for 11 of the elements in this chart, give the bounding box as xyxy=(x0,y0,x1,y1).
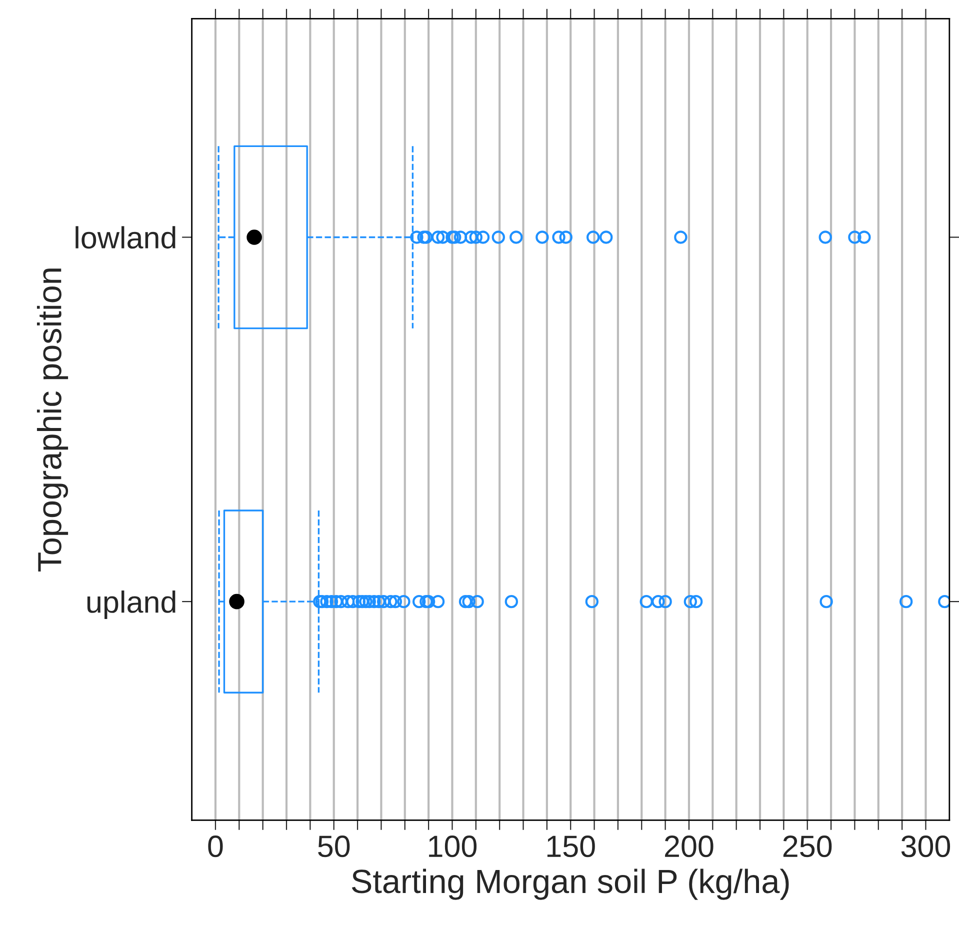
y-tick-label: upland xyxy=(87,590,176,619)
y-axis-title: Topographic position xyxy=(36,268,68,572)
x-tick-label: 300 xyxy=(901,836,950,858)
x-tick-label: 200 xyxy=(665,836,714,858)
y-tick-label: lowland xyxy=(76,226,176,249)
x-tick-label: 150 xyxy=(547,836,595,858)
x-tick-label: 100 xyxy=(429,836,477,858)
x-tick-label: 0 xyxy=(208,836,223,858)
x-tick-label: 50 xyxy=(318,836,350,858)
x-tick-label: 250 xyxy=(783,836,832,858)
x-axis-title: Starting Morgan soil P (kg/ha) xyxy=(352,868,789,900)
